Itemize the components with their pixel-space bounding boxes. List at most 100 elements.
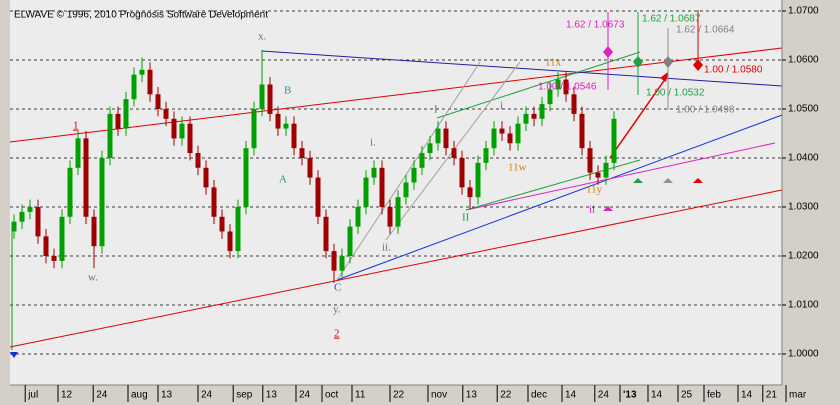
candle-body <box>235 206 241 252</box>
y-tick-label: 1.0100 <box>788 300 819 311</box>
candle-body <box>563 79 569 95</box>
candle-body <box>91 216 97 247</box>
candle-body <box>395 197 401 227</box>
trend-line <box>261 50 783 87</box>
channel-line <box>9 47 783 143</box>
candle-body <box>115 113 121 129</box>
candle-body <box>547 89 553 105</box>
wave-label: B <box>284 85 291 97</box>
x-tick-label: dec <box>531 390 547 401</box>
candle-body <box>195 153 201 168</box>
candle-body <box>507 133 513 144</box>
target-label: 1.62 / 1.0664 <box>676 25 735 36</box>
candle-body <box>51 255 57 261</box>
candle-body <box>299 148 305 158</box>
candle-body <box>323 216 329 252</box>
candle-body <box>107 113 113 158</box>
plot-area <box>10 0 782 385</box>
wave-label: i <box>500 100 503 112</box>
x-tick-label: sep <box>236 390 253 401</box>
candle-body <box>539 104 545 119</box>
candle-body <box>435 128 441 144</box>
candle-body <box>339 255 345 271</box>
target-marker <box>693 59 703 71</box>
trend-line <box>336 61 481 281</box>
y-tick-label: 1.0600 <box>788 55 819 66</box>
target-marker <box>603 46 613 58</box>
candle-body <box>163 108 169 119</box>
x-tick-label: 14 <box>651 390 663 401</box>
y-tick-label: 1.0700 <box>788 6 819 17</box>
trend-line <box>436 51 641 119</box>
wave-label: i. <box>370 137 376 149</box>
x-tick-label: 22 <box>500 390 512 401</box>
candle-body <box>155 94 161 109</box>
x-tick-label: 14 <box>741 390 753 401</box>
x-tick-label: 25 <box>681 390 693 401</box>
trend-line <box>465 142 776 211</box>
candle-body <box>459 157 465 188</box>
triangle-marker <box>633 178 643 183</box>
candle-body <box>147 69 153 95</box>
wave-label: w. <box>88 272 98 284</box>
candle-body <box>451 148 457 158</box>
y-tick-label: 1.0500 <box>788 104 819 115</box>
x-tick-label: '13 <box>623 390 637 401</box>
wave-label: y. <box>333 304 341 316</box>
wave-label: x. <box>258 31 267 43</box>
x-tick-label: nov <box>431 390 447 401</box>
x-tick-label: 24 <box>299 390 311 401</box>
candle-body <box>307 157 313 178</box>
candle-body <box>11 221 17 232</box>
candle-body <box>139 69 145 75</box>
candle-body <box>243 148 249 207</box>
x-tick-label: mar <box>789 390 807 401</box>
x-tick-label: 24 <box>96 390 108 401</box>
candle-body <box>467 187 473 198</box>
candle-body <box>219 216 225 232</box>
candle-body <box>43 236 49 256</box>
candle-body <box>403 182 409 198</box>
x-tick-label: 13 <box>466 390 478 401</box>
candle-body <box>603 162 609 178</box>
annotations: ELWAVE © 1996, 2010 Prognosis Software D… <box>14 10 763 340</box>
wave-label: II <box>462 212 470 224</box>
target-marker <box>663 56 673 68</box>
candle-body <box>19 211 25 222</box>
candle-body <box>531 113 537 119</box>
x-tick-label: 13 <box>266 390 278 401</box>
candle-body <box>275 113 281 129</box>
wave-label: A <box>279 174 287 186</box>
candle-body <box>595 172 601 178</box>
y-tick-label: 1.0400 <box>788 153 819 164</box>
candle-body <box>475 162 481 198</box>
triangle-marker <box>693 178 703 183</box>
wave-label: 2 <box>334 328 340 340</box>
candle-body <box>211 187 217 217</box>
candle-body <box>331 251 337 271</box>
candle-body <box>555 79 561 90</box>
x-tick-label: feb <box>707 390 721 401</box>
candle-body <box>379 167 385 207</box>
candle-body <box>179 123 185 139</box>
candle-body <box>123 99 129 129</box>
candle-body <box>203 167 209 188</box>
target-label: 1.62 / 1.0687 <box>642 14 701 25</box>
axes: 1.0000 1.0100 1.0200 1.0300 1.0400 1.0500 1.06… <box>24 6 819 402</box>
x-tick-label: 24 <box>201 390 213 401</box>
y-tick-label: 1.0000 <box>788 349 819 360</box>
candle-body <box>419 153 425 168</box>
candle-body <box>347 226 353 256</box>
candle-body <box>363 177 369 207</box>
trendlines <box>9 10 783 358</box>
candle-body <box>411 167 417 183</box>
target-label: 1.00 / 1.0498 <box>676 105 735 116</box>
target-label: 1.62 / 1.0673 <box>566 20 625 31</box>
wave-label: C <box>334 282 341 294</box>
triangle-marker <box>10 352 18 358</box>
y-tick-label: 1.0200 <box>788 251 819 262</box>
candle-body <box>579 113 585 149</box>
candle-body <box>483 148 489 163</box>
candle-body <box>75 138 81 168</box>
